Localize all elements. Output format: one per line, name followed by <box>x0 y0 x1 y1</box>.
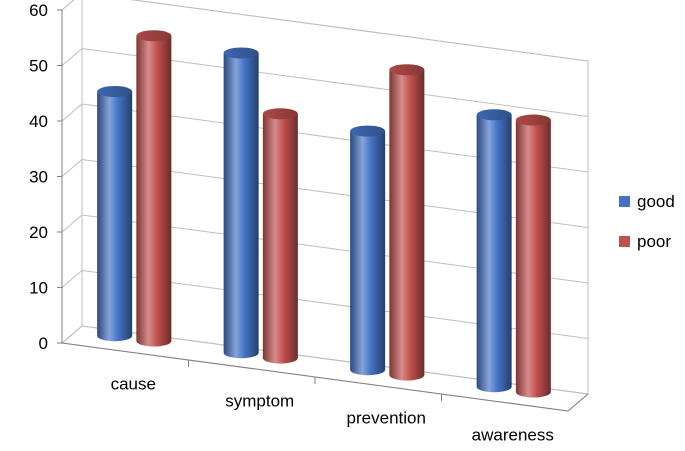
bar-body <box>389 69 425 381</box>
side-gridline <box>61 270 83 288</box>
bar-top <box>97 86 133 98</box>
bar-body <box>136 35 172 347</box>
legend: good poor <box>619 192 675 251</box>
bar-top <box>136 30 172 42</box>
bar-top <box>350 125 386 137</box>
bar-top <box>389 64 425 76</box>
side-gridline <box>61 103 83 122</box>
bar-body <box>262 113 298 364</box>
bar-prevention-poor <box>389 64 425 381</box>
bar-body <box>97 91 133 342</box>
side-gridline <box>61 159 83 177</box>
bar-body <box>223 53 259 359</box>
x-tick-label: symptom <box>225 392 294 411</box>
y-axis-ticks: 0 10 20 30 40 50 60 <box>29 1 48 353</box>
bar-prevention-good <box>350 125 386 376</box>
x-tick-label: prevention <box>347 409 426 428</box>
y-tick-label: 30 <box>29 168 48 187</box>
y-tick-label: 20 <box>29 223 48 242</box>
side-gridline <box>61 325 83 344</box>
bar-body <box>476 114 512 393</box>
bar-body <box>350 131 386 376</box>
bar-awareness-poor <box>515 114 551 398</box>
bar-top <box>515 114 551 126</box>
legend-label-poor: poor <box>637 232 671 251</box>
bar-top <box>262 108 298 120</box>
x-tick-label: awareness <box>472 426 554 445</box>
legend-swatch-good <box>619 196 630 207</box>
x-axis-edge <box>567 393 589 412</box>
y-tick-label: 60 <box>29 1 48 20</box>
bars <box>97 30 551 398</box>
bar-cause-poor <box>136 30 172 347</box>
side-gridline <box>61 0 75 11</box>
side-gridline <box>61 48 83 66</box>
x-axis-ticks: cause symptom prevention awareness <box>111 360 554 445</box>
legend-swatch-poor <box>619 236 630 247</box>
legend-label-good: good <box>637 192 675 211</box>
y-tick-label: 50 <box>29 57 48 76</box>
bar-awareness-good <box>476 109 512 393</box>
bar-symptom-poor <box>262 108 298 364</box>
y-tick-label: 0 <box>39 334 48 353</box>
bar-top <box>223 47 259 59</box>
bar-cause-good <box>97 86 133 342</box>
bar-symptom-good <box>223 47 259 359</box>
gridline <box>130 0 589 62</box>
side-gridline <box>61 214 83 233</box>
y-tick-label: 10 <box>29 279 48 298</box>
bar-top <box>476 109 512 121</box>
bar-body <box>515 120 551 398</box>
x-tick-label: cause <box>111 375 156 394</box>
y-tick-label: 40 <box>29 112 48 131</box>
